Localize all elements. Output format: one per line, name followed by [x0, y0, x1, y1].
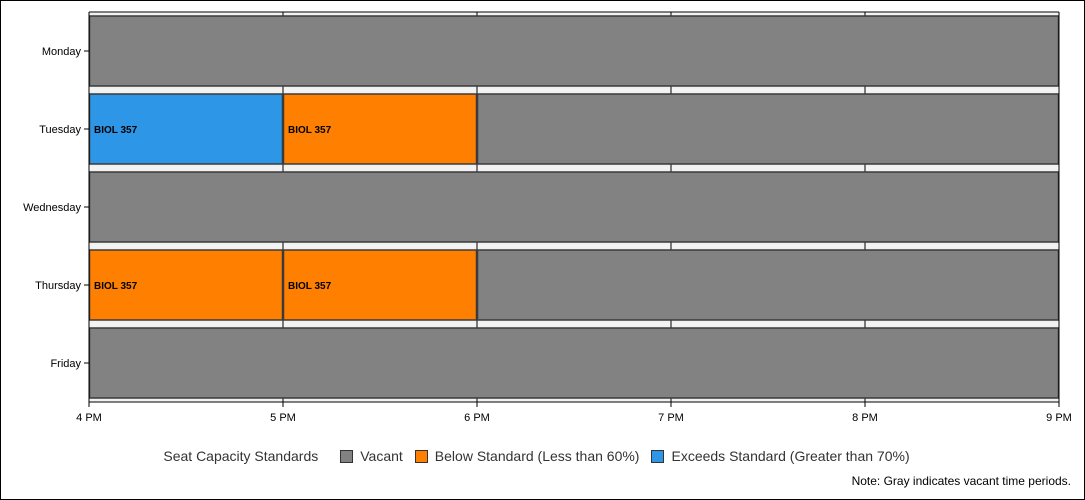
bar-segment-exceeds — [88, 93, 284, 165]
y-tick-label: Wednesday — [23, 202, 81, 214]
schedule-chart: BIOL 357 BIOL 357 BIOL 357 BIOL 357 Monday Tu… — [23, 11, 1072, 424]
y-tick-label: Friday — [50, 358, 81, 370]
bar-segment-vacant — [88, 15, 1060, 87]
legend-item-below: Below Standard (Less than 60%) — [414, 448, 640, 464]
bar-segment-vacant — [476, 249, 1060, 321]
bar-segment-below — [282, 93, 478, 165]
x-tick-label: 6 PM — [464, 412, 490, 424]
bar-segment-below — [282, 249, 478, 321]
bar-label: BIOL 357 — [288, 125, 332, 136]
legend-item-exceeds: Exceeds Standard (Greater than 70%) — [651, 448, 910, 464]
legend-swatch-exceeds — [651, 449, 665, 463]
y-tick-label: Monday — [42, 46, 82, 58]
bar-segment-below — [88, 249, 284, 321]
bar-segment-vacant — [88, 171, 1060, 243]
chart-note: Note: Gray indicates vacant time periods… — [851, 474, 1071, 488]
legend-title: Seat Capacity Standards — [163, 448, 319, 464]
legend-item-vacant: Vacant — [340, 448, 403, 464]
legend-label-vacant: Vacant — [360, 448, 403, 464]
legend-swatch-vacant — [340, 449, 354, 463]
bar-label: BIOL 357 — [288, 281, 332, 292]
bar-segment-vacant — [88, 327, 1060, 399]
y-tick-label: Tuesday — [39, 124, 81, 136]
x-tick-label: 5 PM — [270, 412, 296, 424]
x-tick-label: 4 PM — [76, 412, 102, 424]
y-tick-label: Thursday — [35, 280, 81, 292]
x-tick-label: 9 PM — [1046, 412, 1072, 424]
bar-segment-vacant — [476, 93, 1060, 165]
bar-label: BIOL 357 — [94, 281, 138, 292]
x-tick-label: 7 PM — [658, 412, 684, 424]
legend-label-exceeds: Exceeds Standard (Greater than 70%) — [671, 448, 910, 464]
legend-swatch-below — [414, 449, 428, 463]
bar-label: BIOL 357 — [94, 125, 138, 136]
x-tick-label: 8 PM — [852, 412, 878, 424]
legend: Seat Capacity Standards Vacant Below Sta… — [0, 446, 1085, 466]
legend-label-below: Below Standard (Less than 60%) — [434, 448, 640, 464]
